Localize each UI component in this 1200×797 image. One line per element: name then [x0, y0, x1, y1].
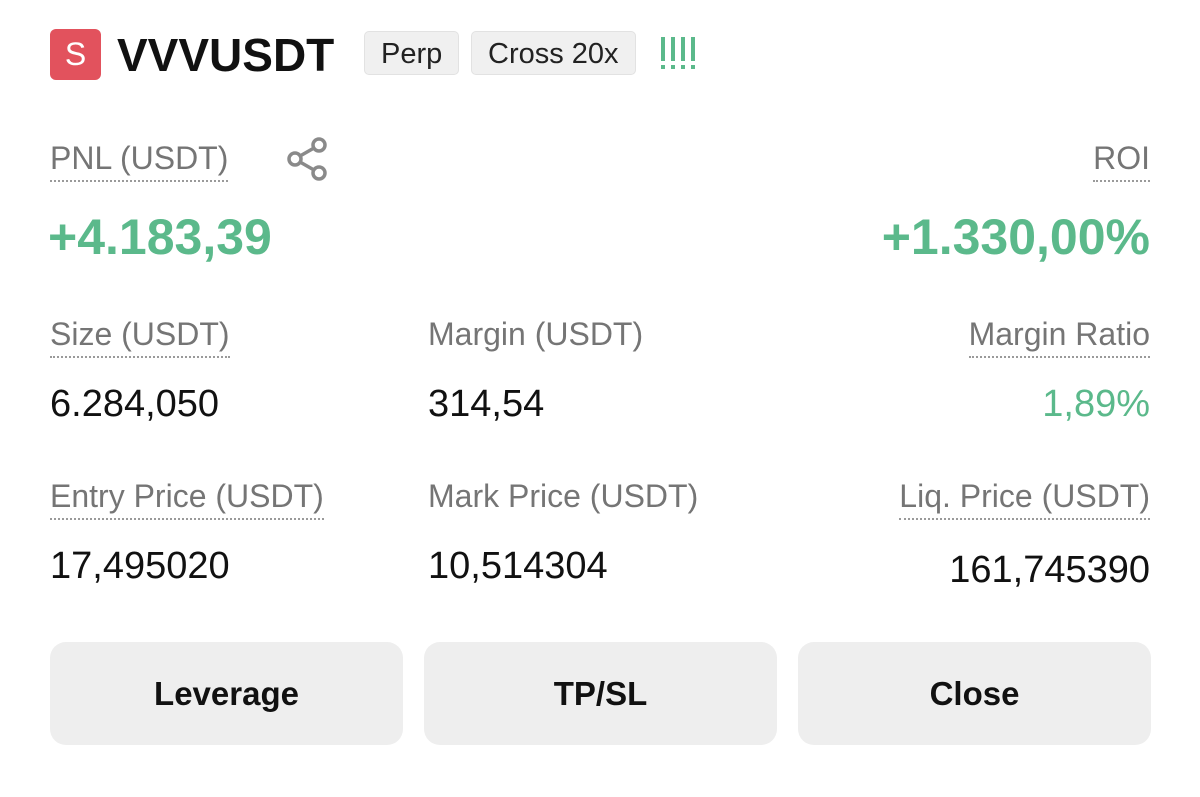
roi-label: ROI — [1093, 138, 1150, 182]
symbol: VVVUSDT — [117, 29, 335, 81]
field-label: Mark Price (USDT) — [428, 478, 699, 514]
field-value: 10,514304 — [428, 545, 608, 587]
field-value: 1,89% — [1042, 383, 1150, 425]
field-label: Margin Ratio — [968, 314, 1150, 358]
action-button[interactable]: TP/SL — [424, 642, 777, 745]
field-value: 314,54 — [428, 383, 545, 425]
field-label: Margin (USDT) — [428, 316, 644, 352]
field-label: Size (USDT) — [50, 314, 230, 358]
signal-icon — [661, 37, 695, 69]
action-button[interactable]: Leverage — [50, 642, 403, 745]
pnl-label: PNL (USDT) — [50, 138, 229, 182]
field-value: 17,495020 — [50, 545, 230, 587]
tag: Perp — [364, 31, 460, 75]
roi-value: +1.330,00% — [881, 209, 1150, 265]
field-value: 6.284,050 — [50, 383, 220, 425]
share-icon[interactable] — [285, 136, 331, 182]
field-label: Entry Price (USDT) — [50, 476, 324, 520]
tag: Cross 20x — [471, 31, 636, 75]
field-value: 161,745390 — [949, 549, 1150, 591]
symbol-badge: S — [50, 29, 101, 80]
pnl-value: +4.183,39 — [48, 209, 272, 265]
action-button[interactable]: Close — [798, 642, 1151, 745]
field-label: Liq. Price (USDT) — [899, 476, 1150, 520]
